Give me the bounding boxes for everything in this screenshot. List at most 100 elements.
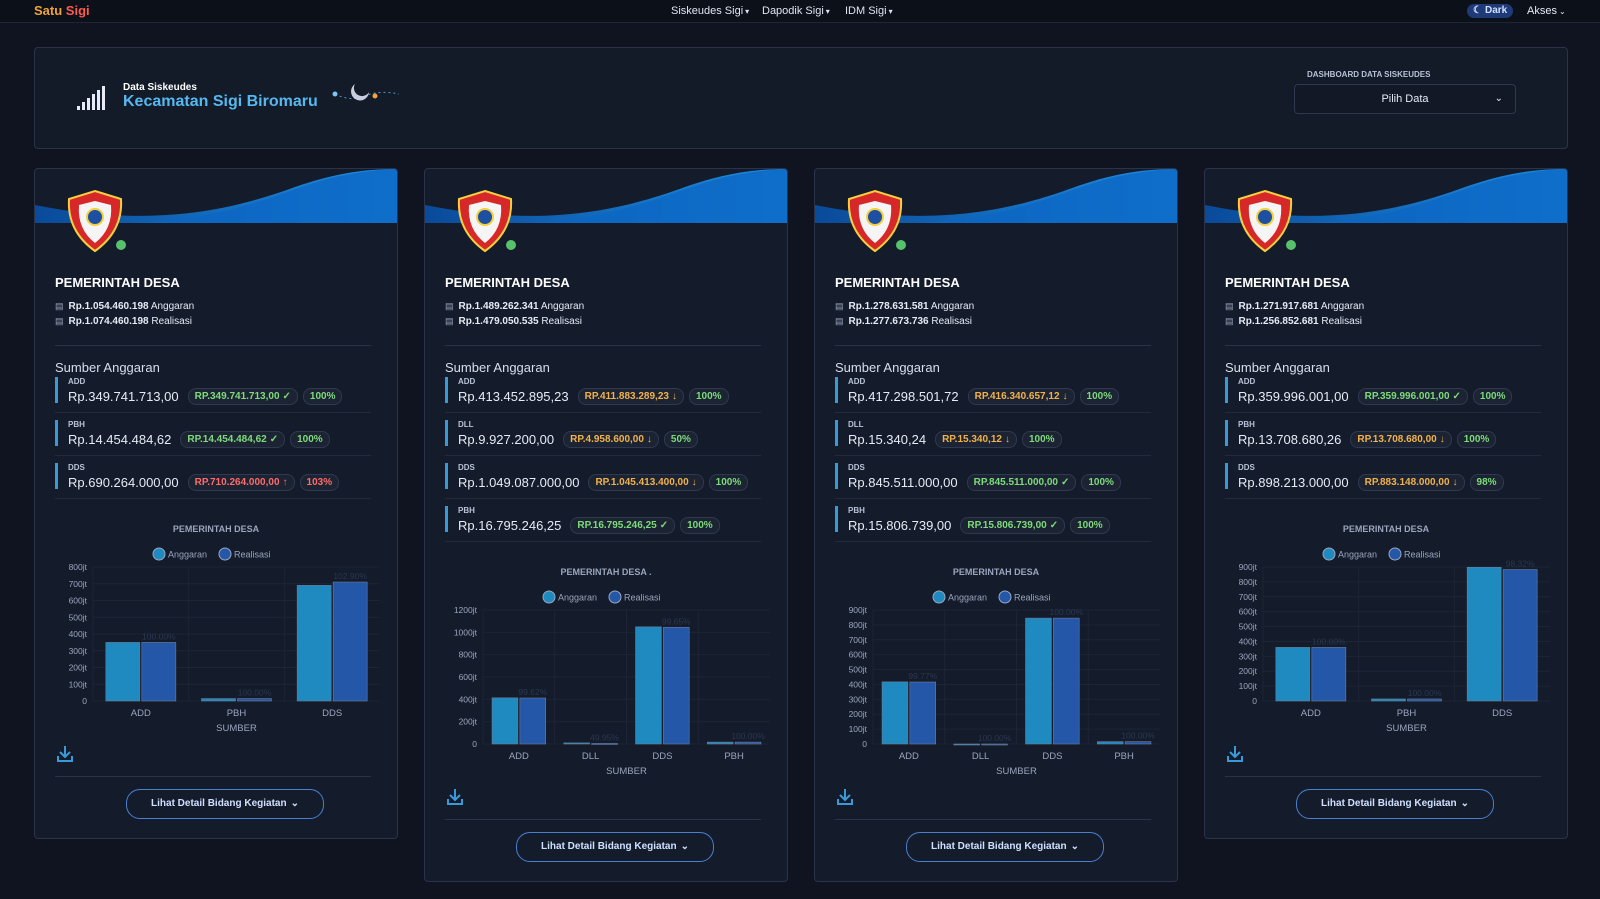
source-divider [55,412,371,413]
x-tick-label: DLL [972,751,989,762]
bar [296,585,332,702]
sumber-title: Sumber Anggaran [1225,360,1330,375]
source-row: Rp.15.340,24 RP.15.340,12 ↓ 100% [848,431,1062,448]
doc-icon: ▤ [1225,316,1234,326]
theme-toggle[interactable]: ☾ Dark [1467,4,1514,18]
select-value: Pilih Data [1381,93,1429,105]
download-icon[interactable] [445,787,465,807]
bar-label: 100.00% [142,631,176,641]
download-icon[interactable] [835,787,855,807]
x-tick-label: PBH [724,751,744,762]
source-accent [1225,377,1228,403]
data-select[interactable]: Pilih Data ⌄ [1294,84,1516,114]
realized-amount: RP.710.264.000,00 [194,477,280,488]
source-code: ADD [1238,377,1256,386]
percent-pill: 100% [708,474,749,491]
y-tick-label: 400jt [1239,636,1258,646]
status-icon: ↓ [1062,391,1068,402]
total-label: Realisasi [1321,316,1362,327]
doc-icon: ▤ [445,316,454,326]
realized-pill: RP.359.996.001,00 ✓ [1357,388,1468,405]
legend-label: Anggaran [168,550,207,560]
download-icon[interactable] [1225,744,1245,764]
total-amount: Rp.1.256.852.681 [1238,316,1319,327]
detail-button[interactable]: Lihat Detail Bidang Kegiatan ⌄ [516,832,714,862]
source-amount: Rp.15.340,24 [848,432,927,447]
banner-wave [525,169,787,223]
signal-bar [97,90,100,110]
total-amount: Rp.1.271.917.681 [1238,301,1319,312]
nav-menu[interactable]: IDM Sigi ▾ [845,5,893,17]
legend-label: Anggaran [948,593,987,603]
total-realisasi: ▤ Rp.1.256.852.681 Realisasi [1225,316,1362,327]
banner-wave [1305,169,1567,223]
y-tick-label: 600jt [69,596,88,606]
akses-menu[interactable]: Akses ⌄ [1527,5,1566,17]
source-amount: Rp.417.298.501,72 [848,389,959,404]
realized-pill: RP.710.264.000,00 ↑ [187,474,295,491]
download-glyph [1227,746,1243,762]
card-banner [815,169,1177,223]
percent-pill: 100% [1456,431,1497,448]
button-label: Lihat Detail Bidang Kegiatan [931,841,1067,852]
status-icon: ↓ [671,391,677,402]
total-anggaran: ▤ Rp.1.054.460.198 Anggaran [55,301,194,312]
status-icon: ✓ [282,391,291,402]
bar [1407,698,1442,702]
download-icon[interactable] [55,744,75,764]
y-tick-label: 600jt [849,650,868,660]
bar [981,743,1008,746]
desa-logo [1237,189,1298,253]
y-tick-label: 700jt [69,579,88,589]
y-tick-label: 700jt [849,635,868,645]
status-icon: ↓ [691,477,697,488]
bar [1025,617,1052,745]
divider [445,345,761,346]
nav-menu-label: Dapodik Sigi [762,5,824,17]
button-label: Lihat Detail Bidang Kegiatan [151,798,287,809]
realized-amount: RP.13.708.680,00 [1357,434,1437,445]
y-tick-label: 100jt [1239,681,1258,691]
source-row: Rp.13.708.680,26 RP.13.708.680,00 ↓ 100% [1238,431,1497,448]
card-title: PEMERINTAH DESA [1225,275,1350,290]
source-divider [1225,455,1541,456]
bar [635,626,662,745]
nav-bar: Satu Sigi Siskeudes Sigi ▾ Dapodik Sigi ▾ IDM… [0,0,1600,23]
legend-label: Realisasi [234,550,271,560]
bar [1275,647,1311,702]
desa-logo [847,189,908,253]
brand[interactable]: Satu Sigi [34,3,90,18]
detail-button[interactable]: Lihat Detail Bidang Kegiatan ⌄ [1296,789,1494,819]
percent-pill: 100% [290,431,330,448]
nav-menu[interactable]: Dapodik Sigi ▾ [762,5,830,17]
bar-chart: PEMERINTAH DESA Anggaran Realisasi 0 100jt 20… [69,524,380,734]
detail-button[interactable]: Lihat Detail Bidang Kegiatan ⌄ [906,832,1104,862]
bar [332,581,368,702]
source-amount: Rp.690.264.000,00 [68,475,179,490]
card-banner [425,169,787,223]
nav-menu[interactable]: Siskeudes Sigi ▾ [671,5,749,17]
banner-wave [135,169,397,223]
detail-button[interactable]: Lihat Detail Bidang Kegiatan ⌄ [126,789,324,819]
doc-icon: ▤ [55,316,64,326]
percent-pill: 100% [302,388,343,405]
y-tick-label: 800jt [849,620,868,630]
doc-icon: ▤ [1225,301,1234,311]
source-accent [835,420,838,446]
legend-swatch [542,590,556,604]
banner-wave [915,169,1177,223]
source-row: Rp.413.452.895,23 RP.411.883.289,23 ↓ 100% [458,388,729,405]
button-label: Lihat Detail Bidang Kegiatan [1321,798,1457,809]
button-label: Lihat Detail Bidang Kegiatan [541,841,677,852]
brand-part: Satu [34,3,63,18]
source-amount: Rp.349.741.713,00 [68,389,179,404]
bar [953,743,980,746]
total-amount: Rp.1.074.460.198 [68,316,149,327]
chevron: ⌄ [1494,93,1503,104]
source-row: Rp.845.511.000,00 RP.845.511.000,00 ✓ 100% [848,474,1121,491]
source-accent [1225,463,1228,489]
total-amount: Rp.1.277.673.736 [848,316,929,327]
source-code: DLL [458,420,474,429]
realized-pill: RP.14.454.484,62 ✓ [180,431,286,448]
